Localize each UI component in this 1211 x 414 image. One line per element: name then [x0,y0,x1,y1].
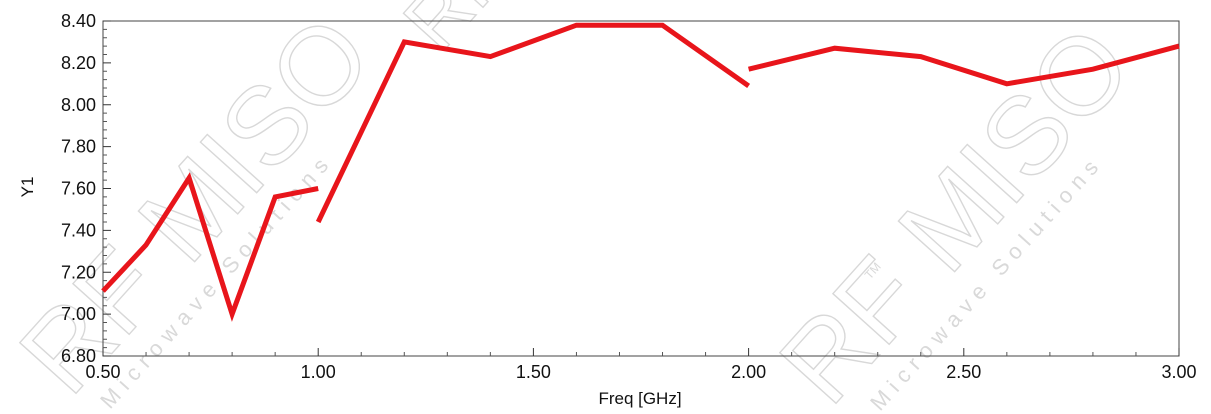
y-axis-title: Y1 [18,177,37,198]
y-tick-label: 8.20 [61,53,96,73]
x-tick-label: 2.00 [731,362,766,382]
series-line-segment [315,22,751,224]
watermark-brand-top: RF MISO [386,0,675,66]
x-tick-label: 2.50 [946,362,981,382]
y-tick-label: 6.80 [61,346,96,366]
series-line-segment [748,43,1180,87]
y-tick-label: 8.40 [61,11,96,31]
y-tick-label: 7.40 [61,220,96,240]
x-tick-label: 3.00 [1161,362,1196,382]
watermark-brand-right: RF MISO [756,3,1154,414]
x-axis-title: Freq [GHz] [598,389,681,408]
series-line-segment [101,172,319,322]
y-tick-label: 7.80 [61,137,96,157]
y-tick-label: 7.60 [61,179,96,199]
x-tick-label: 1.50 [516,362,551,382]
y-tick-label: 7.00 [61,304,96,324]
axes: 6.80 7.00 7.20 7.40 7.60 7.80 8.00 8.20 8.40 0.50… [61,11,1197,382]
y-tick-label: 8.00 [61,95,96,115]
y-tick-label: 7.20 [61,262,96,282]
x-tick-label: 0.50 [85,362,120,382]
series-layer [101,22,1180,322]
x-tick-label: 1.00 [301,362,336,382]
